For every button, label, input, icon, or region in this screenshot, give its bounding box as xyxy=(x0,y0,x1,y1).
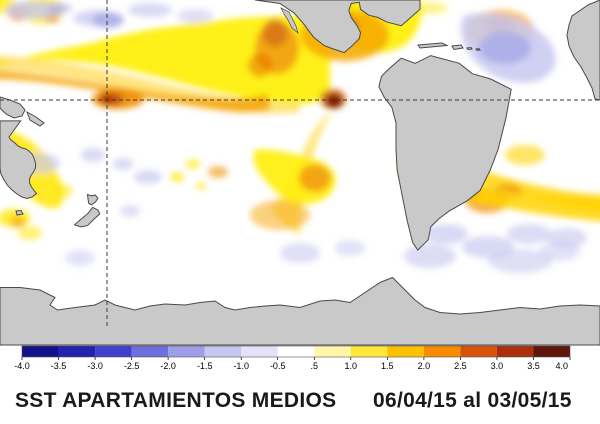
svg-text:.5: .5 xyxy=(311,361,319,371)
svg-text:SST APARTAMIENTOS MEDIOS: SST APARTAMIENTOS MEDIOS xyxy=(15,389,336,412)
svg-text:2.0: 2.0 xyxy=(418,361,431,371)
svg-text:-2.0: -2.0 xyxy=(160,361,176,371)
svg-text:-4.0: -4.0 xyxy=(14,361,30,371)
svg-text:3.5: 3.5 xyxy=(527,361,540,371)
svg-text:-1.0: -1.0 xyxy=(233,361,249,371)
svg-text:-0.5: -0.5 xyxy=(270,361,286,371)
svg-text:-3.5: -3.5 xyxy=(51,361,67,371)
svg-text:-1.5: -1.5 xyxy=(197,361,213,371)
svg-text:4.0: 4.0 xyxy=(555,361,568,371)
svg-text:1.5: 1.5 xyxy=(381,361,394,371)
svg-text:2.5: 2.5 xyxy=(454,361,467,371)
svg-text:06/04/15 al 03/05/15: 06/04/15 al 03/05/15 xyxy=(373,389,572,412)
svg-text:1.0: 1.0 xyxy=(345,361,358,371)
svg-text:-2.5: -2.5 xyxy=(124,361,140,371)
svg-text:3.0: 3.0 xyxy=(491,361,504,371)
svg-text:-3.0: -3.0 xyxy=(87,361,103,371)
